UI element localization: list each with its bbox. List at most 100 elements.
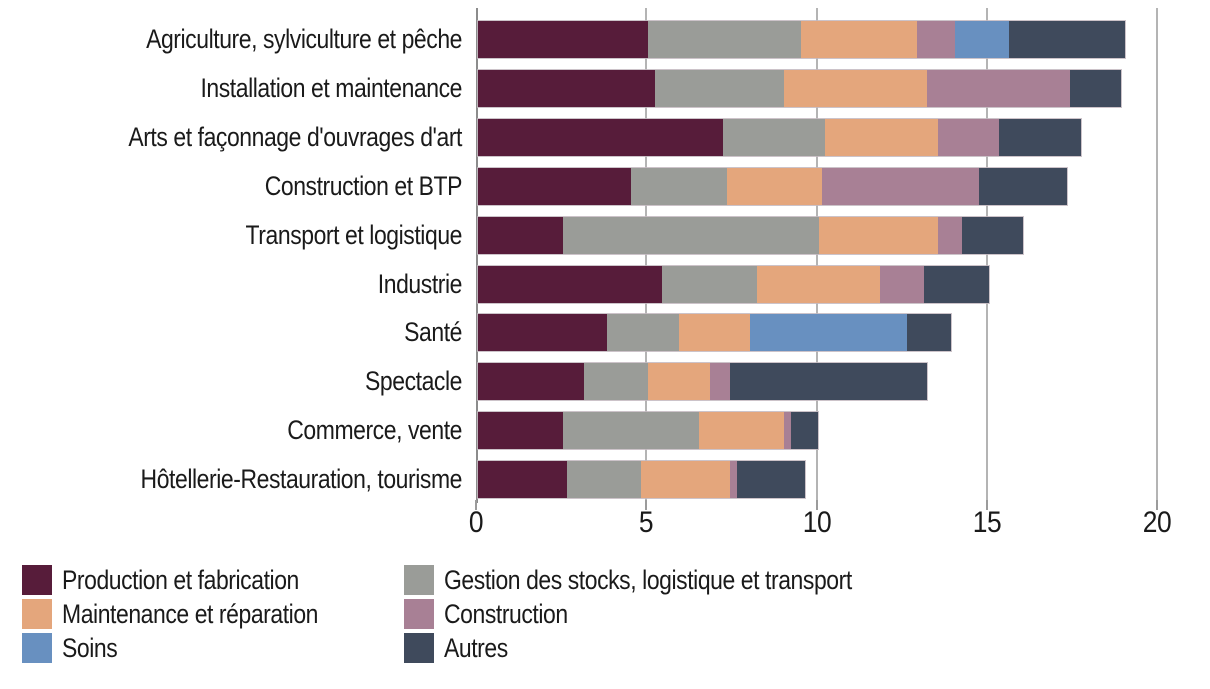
- legend-swatch: [404, 633, 434, 663]
- bar-segment: [784, 412, 792, 450]
- bar-segment: [631, 167, 727, 205]
- y-axis-line: [476, 8, 478, 503]
- category-label: Commerce, vente: [287, 415, 462, 446]
- legend-label: Gestion des stocks, logistique et transp…: [444, 565, 852, 595]
- bar-segment: [478, 21, 649, 58]
- bar-row: [476, 362, 929, 402]
- bar-segment: [954, 21, 1010, 58]
- bar-segment: [729, 363, 928, 401]
- bar-segment: [821, 167, 979, 205]
- x-tick-label: 15: [972, 506, 1002, 539]
- bar-segment: [478, 69, 656, 107]
- legend-swatch: [22, 565, 52, 595]
- bar-segment: [566, 461, 642, 499]
- bar-segment: [726, 167, 822, 205]
- bar-segment: [784, 69, 928, 107]
- bar-segment: [825, 118, 938, 156]
- category-label: Construction et BTP: [264, 170, 463, 201]
- legend-swatch: [404, 565, 434, 595]
- bar-row: [477, 215, 1024, 255]
- bar-segment: [917, 21, 955, 58]
- bar-segment: [478, 118, 724, 156]
- bar-segment: [998, 118, 1081, 156]
- legend-label: Autres: [444, 633, 508, 663]
- category-label: Spectacle: [365, 366, 462, 397]
- bar-segment: [563, 216, 819, 254]
- category-label: Industrie: [377, 268, 463, 299]
- legend-label: Soins: [62, 633, 118, 663]
- bar-segment: [478, 461, 567, 499]
- bar-segment: [723, 118, 826, 156]
- bar-segment: [791, 412, 819, 450]
- bar-segment: [478, 216, 564, 254]
- bar-segment: [661, 265, 758, 303]
- bar-row: [476, 68, 1123, 108]
- bar-segment: [648, 21, 802, 58]
- bar-segment: [729, 461, 737, 499]
- x-tick-label: 5: [639, 506, 654, 539]
- bar-segment: [655, 69, 785, 107]
- x-tick-mark: [475, 500, 477, 510]
- category-label: Santé: [404, 317, 462, 348]
- bar-row: [476, 166, 1069, 206]
- bar-row: [477, 117, 1082, 157]
- x-tick-mark: [645, 500, 648, 510]
- bar-segment: [978, 167, 1068, 205]
- bar-segment: [563, 412, 700, 450]
- bar-segment: [937, 118, 999, 156]
- category-label: Arts et façonnage d'ouvrages d'art: [128, 121, 462, 152]
- bar-segment: [583, 363, 649, 401]
- bar-segment: [907, 314, 952, 352]
- legend-label: Production et fabrication: [62, 565, 299, 595]
- category-label: Agriculture, sylviculture et pêche: [146, 24, 462, 54]
- gridline-x20: [1156, 8, 1158, 503]
- legend-label: Construction: [444, 599, 568, 629]
- gridline-x10: [815, 8, 818, 503]
- legend-swatch: [22, 633, 52, 663]
- bar-segment: [937, 216, 962, 254]
- bar-segment: [818, 216, 938, 254]
- bar-segment: [879, 265, 925, 303]
- gridline-x5: [645, 8, 648, 503]
- bar-segment: [750, 314, 907, 352]
- bar-segment: [1070, 69, 1122, 107]
- bar-segment: [801, 21, 918, 58]
- legend-swatch: [22, 599, 52, 629]
- bar-segment: [478, 412, 564, 450]
- bar-segment: [709, 363, 730, 401]
- bar-segment: [927, 69, 1071, 107]
- bar-row: [476, 411, 820, 451]
- x-tick-mark: [1156, 500, 1158, 510]
- bar-segment: [924, 265, 989, 303]
- bar-row: [477, 20, 1126, 59]
- category-label: Transport et logistique: [245, 219, 463, 250]
- bar-segment: [961, 216, 1023, 254]
- x-tick-mark: [815, 500, 818, 510]
- bar-row: [477, 264, 990, 304]
- bar-segment: [478, 363, 584, 401]
- x-tick-label: 0: [468, 506, 484, 539]
- x-tick-label: 20: [1142, 506, 1172, 539]
- bar-segment: [607, 314, 679, 352]
- bar-row: [477, 460, 806, 500]
- bar-segment: [736, 461, 805, 499]
- bar-segment: [641, 461, 730, 499]
- bar-segment: [1009, 21, 1125, 58]
- bar-segment: [478, 265, 662, 303]
- gridline-x15: [985, 8, 988, 503]
- category-label: Hôtellerie-Restauration, tourisme: [140, 464, 463, 495]
- bar-segment: [648, 363, 710, 401]
- bar-segment: [678, 314, 751, 352]
- bar-row: [476, 313, 953, 353]
- legend-label: Maintenance et réparation: [62, 599, 319, 629]
- bar-segment: [699, 412, 785, 450]
- plot-area: [476, 8, 1158, 503]
- x-tick-mark: [985, 500, 988, 510]
- legend-swatch: [404, 599, 434, 629]
- bar-segment: [757, 265, 880, 303]
- bar-segment: [478, 314, 608, 352]
- category-label: Installation et maintenance: [200, 72, 462, 103]
- bar-segment: [478, 167, 632, 205]
